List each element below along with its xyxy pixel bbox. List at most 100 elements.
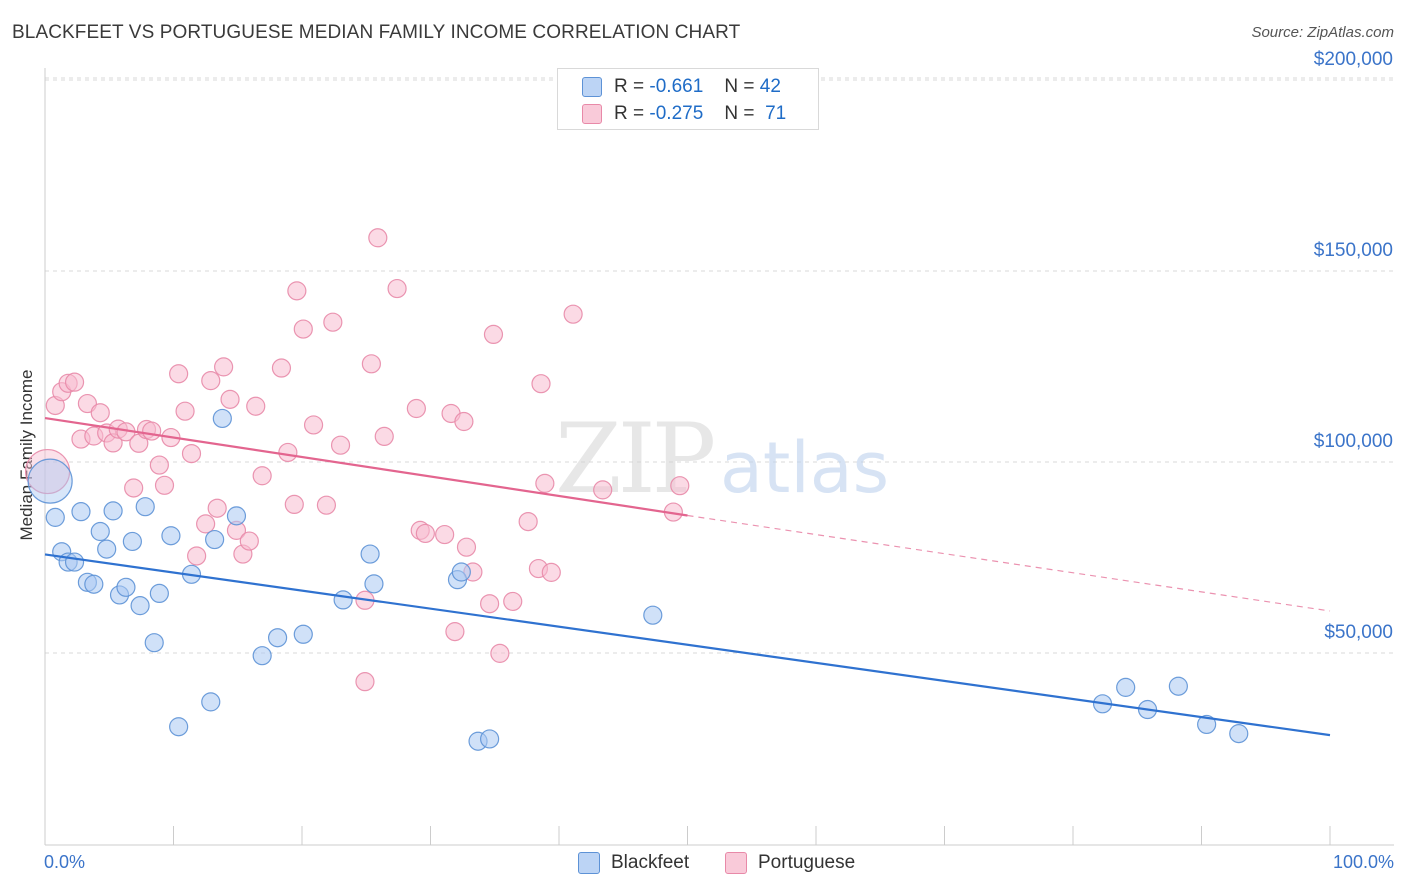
portuguese-stats: R = -0.275 N = 71 <box>614 103 786 125</box>
y-tick-label: $200,000 <box>1313 49 1393 70</box>
blackfeet-point <box>451 562 471 582</box>
portuguese-point <box>445 622 465 642</box>
blackfeet-point <box>64 552 85 572</box>
blackfeet-point <box>1197 714 1217 735</box>
blackfeet-point <box>27 458 73 504</box>
blackfeet-point <box>169 717 189 737</box>
portuguese-legend-swatch <box>725 852 747 874</box>
blackfeet-point <box>480 729 500 749</box>
blackfeet-point <box>643 605 663 625</box>
n-value: 42 <box>759 76 781 97</box>
portuguese-point <box>406 398 426 419</box>
portuguese-point <box>531 374 551 394</box>
portuguese-point <box>246 396 266 416</box>
portuguese-point <box>454 411 474 432</box>
blackfeet-trend-line <box>44 553 1331 737</box>
portuguese-point <box>90 403 110 423</box>
r-label: R = <box>614 103 645 124</box>
blackfeet-point <box>149 583 169 604</box>
portuguese-point <box>670 476 690 496</box>
y-tick-label: $50,000 <box>1324 622 1393 643</box>
portuguese-point <box>287 281 307 301</box>
blackfeet-point <box>130 596 150 616</box>
source-credit: Source: ZipAtlas.com <box>1251 24 1394 41</box>
blackfeet-swatch <box>582 77 602 97</box>
portuguese-point <box>220 389 240 409</box>
axis-layer <box>44 68 1394 846</box>
portuguese-swatch <box>582 104 602 124</box>
portuguese-point <box>361 354 381 374</box>
watermark-zip: ZIP <box>555 403 714 515</box>
blackfeet-point <box>212 408 232 429</box>
blackfeet-point <box>122 531 142 552</box>
portuguese-point <box>278 442 298 463</box>
blackfeet-point <box>97 539 117 559</box>
portuguese-point <box>303 415 324 435</box>
portuguese-point <box>214 357 234 377</box>
portuguese-point <box>154 475 175 495</box>
portuguese-point <box>541 562 561 582</box>
chart-title: BLACKFEET VS PORTUGUESE MEDIAN FAMILY IN… <box>12 22 741 43</box>
y-tick-label: $100,000 <box>1313 431 1393 452</box>
blackfeet-point <box>71 502 91 522</box>
blackfeet-legend-swatch <box>578 852 600 874</box>
portuguese-point <box>456 537 477 557</box>
portuguese-points <box>24 228 690 692</box>
portuguese-trend-extension <box>687 514 1331 612</box>
portuguese-point <box>142 421 162 441</box>
portuguese-point <box>435 524 455 545</box>
portuguese-point <box>239 531 259 551</box>
n-value: 71 <box>765 103 787 124</box>
portuguese-point <box>368 228 388 248</box>
n-label: N = <box>724 103 755 124</box>
blackfeet-point <box>267 628 288 648</box>
blackfeet-point <box>45 507 65 527</box>
blackfeet-point <box>201 692 221 712</box>
portuguese-legend-label: Portuguese <box>758 852 856 873</box>
portuguese-point <box>64 372 85 392</box>
r-label: R = <box>614 76 645 97</box>
blackfeet-point <box>1116 677 1136 697</box>
portuguese-point <box>374 426 394 447</box>
blackfeet-point <box>144 633 164 653</box>
portuguese-point <box>187 546 207 566</box>
portuguese-point <box>323 312 343 332</box>
portuguese-point <box>415 523 435 544</box>
portuguese-point <box>535 473 555 493</box>
watermark: ZIP atlas <box>555 403 889 515</box>
portuguese-point <box>271 358 292 378</box>
blackfeet-point <box>90 521 110 542</box>
blackfeet-point <box>84 574 104 594</box>
portuguese-point <box>252 466 272 486</box>
portuguese-point <box>169 364 189 384</box>
portuguese-point <box>330 435 351 455</box>
blackfeet-point <box>293 624 313 644</box>
blackfeet-point <box>252 646 272 666</box>
portuguese-point <box>181 443 202 464</box>
blackfeet-point <box>364 574 384 594</box>
x-tick-label-max: 100.0% <box>1332 852 1394 872</box>
blackfeet-legend-label: Blackfeet <box>611 852 690 873</box>
blackfeet-point <box>103 501 123 521</box>
portuguese-point <box>503 591 523 612</box>
blackfeet-point <box>1168 676 1188 696</box>
blackfeet-point <box>226 506 247 526</box>
portuguese-point <box>175 401 195 421</box>
portuguese-point <box>284 494 304 515</box>
blackfeet-point <box>116 577 136 597</box>
portuguese-point <box>196 514 216 534</box>
blackfeet-point <box>333 590 353 610</box>
blackfeet-point <box>135 497 155 517</box>
blackfeet-point <box>161 526 181 546</box>
stats-legend: R = -0.661 N = 42 R = -0.275 N = 71 <box>557 68 819 130</box>
portuguese-point <box>480 594 500 614</box>
portuguese-point <box>201 371 221 391</box>
grid-layer <box>45 77 1394 654</box>
portuguese-point <box>518 511 538 532</box>
r-value: -0.661 <box>649 76 704 97</box>
blackfeet-point <box>1229 724 1249 744</box>
blackfeet-point <box>360 544 380 564</box>
portuguese-point <box>293 319 313 339</box>
portuguese-point <box>207 498 227 518</box>
